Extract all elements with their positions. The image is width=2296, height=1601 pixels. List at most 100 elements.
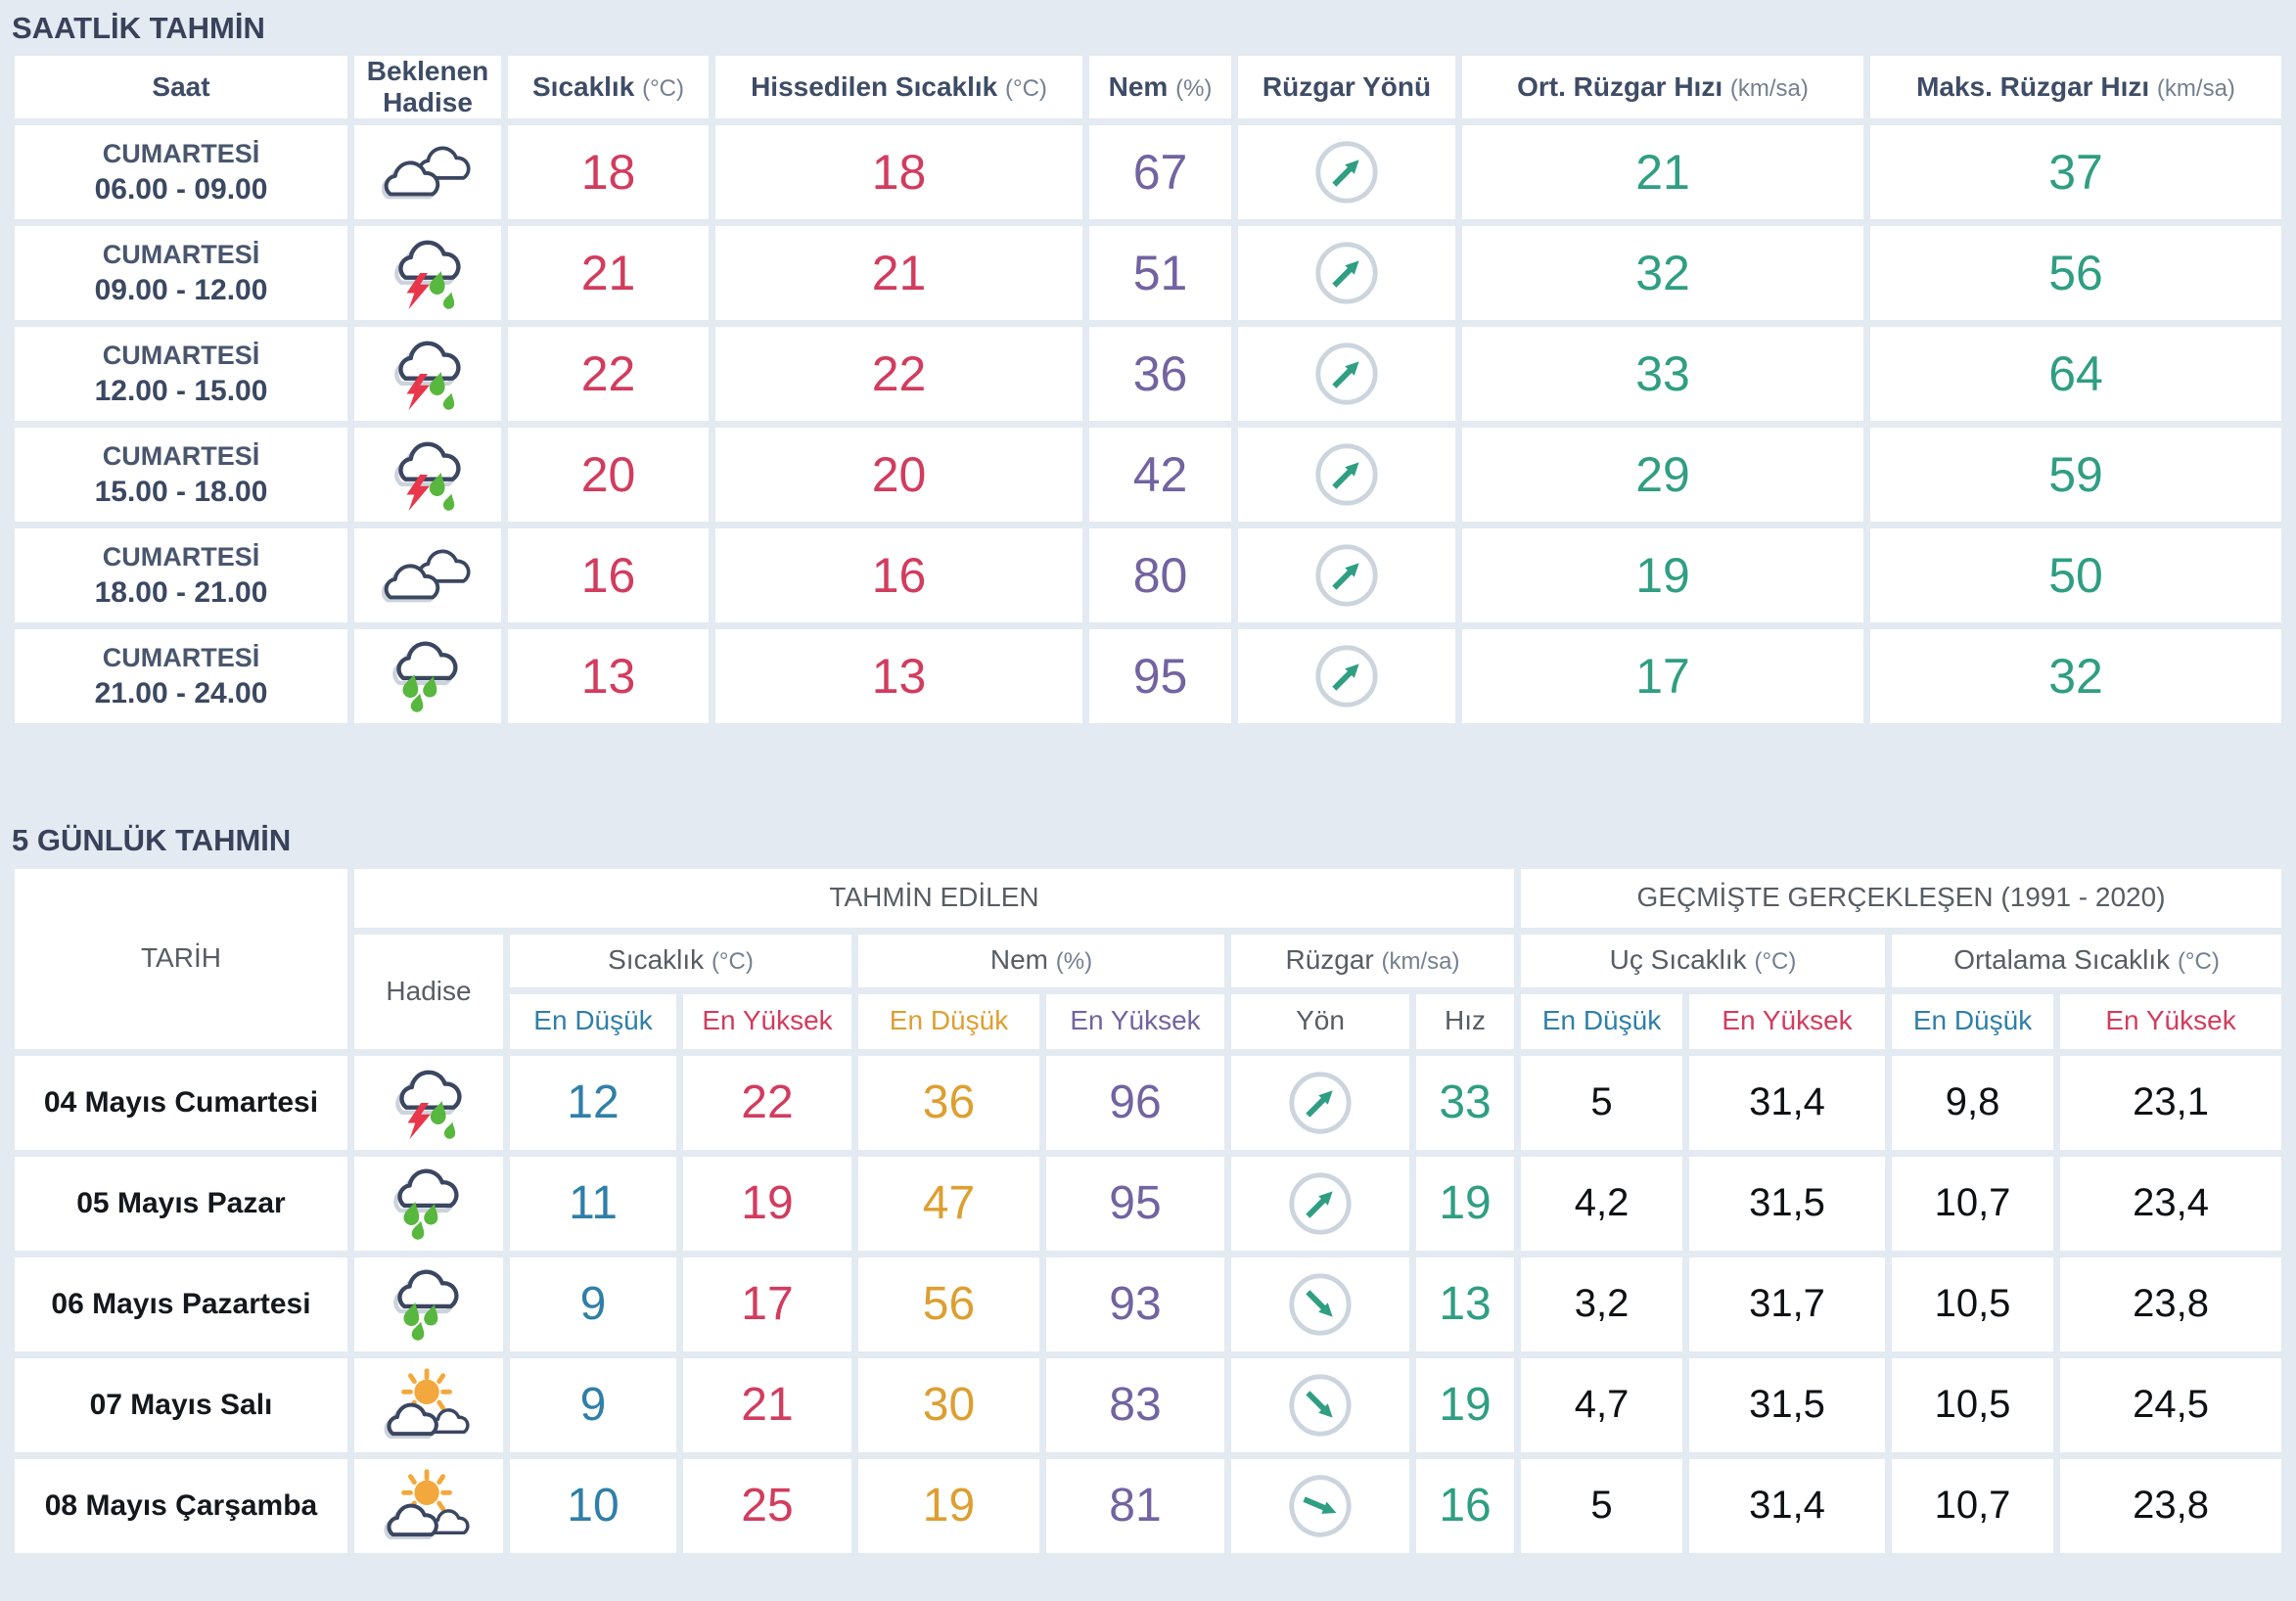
hourly-row: CUMARTESİ 12.00 - 15.00 22 22 36 33 64 [15,327,2281,422]
temperature-value: 20 [508,428,709,523]
wind-direction-icon [1286,1396,1355,1413]
feels-like-value: 16 [715,528,1082,623]
hourly-row: CUMARTESİ 06.00 - 09.00 18 18 67 21 37 [15,125,2281,220]
weather-icon [375,233,481,313]
feels-like-value: 18 [715,125,1082,220]
extreme-max-value: 31,4 [1689,1458,1886,1553]
sub-header-hum-max: En Yüksek [1046,993,1224,1049]
col-header-hissedilen: Hissedilen Sıcaklık (°C) [715,56,1082,119]
sub-header-temp-min: En Düşük [510,993,676,1049]
daily-row: 07 Mayıs Salı 9 21 30 83 19 4,7 31,5 10,… [15,1357,2282,1452]
extreme-min-value: 5 [1521,1458,1683,1553]
temperature-value: 13 [508,629,709,724]
col-header-sicaklik: Sıcaklık (°C) [508,56,709,119]
sub-header-temp-max: En Yüksek [683,993,851,1049]
wind-direction-icon [1312,164,1381,181]
weather-icon [376,1164,482,1244]
temp-min-value: 9 [510,1257,676,1351]
sub-header-hiz: Hız [1416,993,1515,1049]
time-range: 21.00 - 24.00 [94,677,268,710]
average-min-value: 10,7 [1892,1156,2054,1251]
col-header-saat: Saat [15,56,347,119]
temp-min-value: 12 [510,1055,676,1150]
wind-direction-icon [1286,1497,1355,1514]
wind-direction-icon [1312,467,1381,483]
humidity-min-value: 19 [858,1458,1039,1553]
humidity-min-value: 36 [858,1055,1039,1150]
weather-icon [375,435,481,515]
daily-section-title: 5 GÜNLÜK TAHMİN [12,823,292,858]
wind-speed-value: 16 [1416,1458,1515,1553]
group-header-ruzgar: Rüzgar (km/sa) [1231,934,1515,987]
humidity-value: 67 [1089,125,1231,220]
temp-min-value: 9 [510,1357,676,1452]
sub-header-hum-min: En Düşük [858,993,1039,1049]
extreme-max-value: 31,5 [1689,1357,1886,1452]
temp-min-value: 10 [510,1458,676,1553]
max-wind-value: 37 [1870,125,2281,220]
humidity-value: 42 [1089,428,1231,523]
weather-icon [376,1466,482,1546]
col-header-tarih: TARİH [15,868,347,1049]
sub-header-ext-min: En Düşük [1521,993,1683,1049]
average-min-value: 10,5 [1892,1257,2054,1351]
wind-direction-icon [1286,1195,1355,1212]
hourly-section-title: SAATLİK TAHMİN [12,11,265,45]
humidity-max-value: 93 [1046,1257,1224,1351]
humidity-max-value: 83 [1046,1357,1224,1452]
avg-wind-value: 32 [1462,226,1863,321]
sub-header-yon: Yön [1231,993,1409,1049]
hourly-row: CUMARTESİ 15.00 - 18.00 20 20 42 29 59 [15,428,2281,523]
group-header-uc-sicaklik: Uç Sıcaklık (°C) [1521,934,1886,987]
humidity-min-value: 56 [858,1257,1039,1351]
average-max-value: 23,4 [2060,1156,2282,1251]
group-header-sicaklik: Sıcaklık (°C) [510,934,851,987]
wind-direction-icon [1312,366,1381,383]
hourly-forecast-table: Saat Beklenen Hadise Sıcaklık (°C) Hisse… [8,49,2288,730]
daily-row: 04 Mayıs Cumartesi 12 22 36 96 33 5 31,4… [15,1055,2282,1150]
temp-max-value: 19 [683,1156,851,1251]
hourly-row: CUMARTESİ 09.00 - 12.00 21 21 51 32 56 [15,226,2281,321]
temp-max-value: 22 [683,1055,851,1150]
feels-like-value: 13 [715,629,1082,724]
sub-header-avg-max: En Yüksek [2060,993,2282,1049]
average-min-value: 10,7 [1892,1458,2054,1553]
humidity-value: 51 [1089,226,1231,321]
humidity-min-value: 47 [858,1156,1039,1251]
day-label: CUMARTESİ [102,441,260,472]
average-min-value: 10,5 [1892,1357,2054,1452]
sub-header-ext-max: En Yüksek [1689,993,1886,1049]
extreme-min-value: 4,7 [1521,1357,1683,1452]
wind-speed-value: 33 [1416,1055,1515,1150]
weather-icon [375,535,481,616]
weather-icon [375,636,481,716]
max-wind-value: 64 [1870,327,2281,422]
wind-direction-icon [1286,1296,1355,1312]
time-range: 15.00 - 18.00 [94,476,268,509]
extreme-min-value: 5 [1521,1055,1683,1150]
hourly-header-row: Saat Beklenen Hadise Sıcaklık (°C) Hisse… [15,56,2281,119]
day-label: CUMARTESİ [102,643,260,673]
feels-like-value: 21 [715,226,1082,321]
date-label: 05 Mayıs Pazar [15,1156,347,1251]
temperature-value: 21 [508,226,709,321]
date-label: 08 Mayıs Çarşamba [15,1458,347,1553]
average-min-value: 9,8 [1892,1055,2054,1150]
humidity-value: 80 [1089,528,1231,623]
group-header-historical: GEÇMİŞTE GERÇEKLEŞEN (1991 - 2020) [1521,868,2282,928]
temperature-value: 16 [508,528,709,623]
avg-wind-value: 21 [1462,125,1863,220]
max-wind-value: 32 [1870,629,2281,724]
extreme-max-value: 31,7 [1689,1257,1886,1351]
average-max-value: 23,1 [2060,1055,2282,1150]
hourly-row: CUMARTESİ 18.00 - 21.00 16 16 80 19 50 [15,528,2281,623]
daily-header-row-categories: Hadise Sıcaklık (°C) Nem (%) Rüzgar (km/… [15,934,2282,1049]
temp-max-value: 21 [683,1357,851,1452]
temp-min-value: 11 [510,1156,676,1251]
col-header-maks-ruzgar: Maks. Rüzgar Hızı (km/sa) [1870,56,2281,119]
weather-forecast-page: SAATLİK TAHMİN Saat Beklenen Hadise Sıca… [8,11,2288,1553]
time-range: 12.00 - 15.00 [94,375,268,408]
weather-icon [376,1264,482,1345]
hourly-row: CUMARTESİ 21.00 - 24.00 13 13 95 17 32 [15,629,2281,724]
daily-header-row-groups: TARİH TAHMİN EDİLEN GEÇMİŞTE GERÇEKLEŞEN… [15,868,2282,1049]
